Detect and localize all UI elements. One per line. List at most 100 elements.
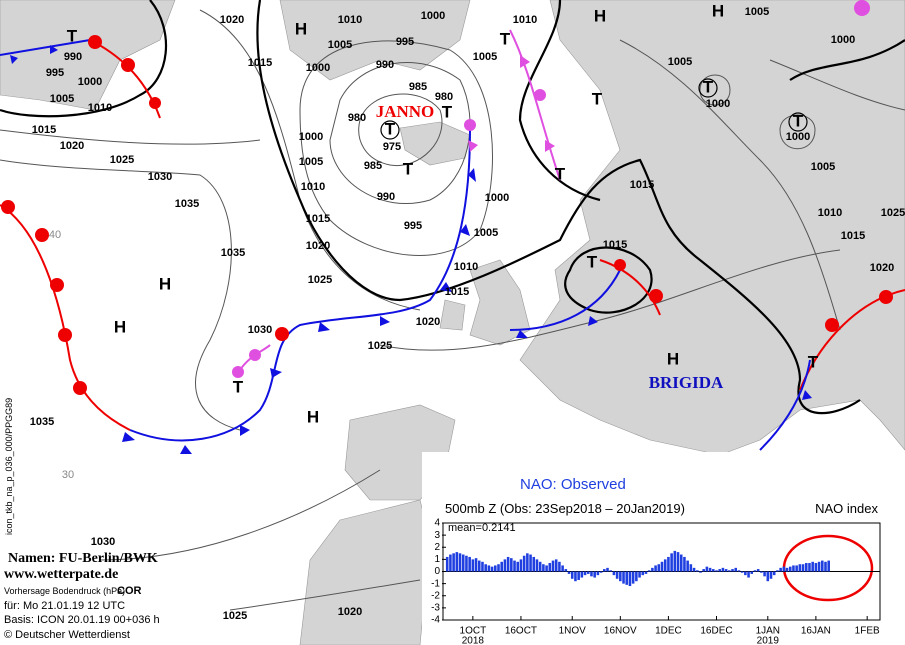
bar (503, 559, 507, 572)
isobar-label: 1035 (175, 198, 199, 210)
y-axis-label: NAO index (815, 501, 878, 516)
bar (574, 571, 577, 582)
bar (494, 565, 497, 572)
bar (461, 554, 465, 572)
bar (779, 567, 782, 572)
bar (545, 565, 548, 572)
low-pressure: T (592, 89, 603, 108)
copyright: © Deutscher Wetterdienst (4, 629, 130, 641)
isobar-label: 1010 (513, 14, 537, 26)
bar (458, 553, 462, 572)
bar (702, 569, 705, 572)
bar (811, 561, 814, 572)
bar (692, 567, 696, 572)
bar (506, 556, 510, 572)
x-tick-label: 1DEC (655, 626, 682, 637)
bar (827, 560, 830, 572)
high-pressure: H (114, 317, 126, 336)
isobar-label: 995 (46, 67, 64, 79)
x-year-label: 2019 (757, 636, 780, 645)
isobar-label: 1030 (91, 536, 115, 548)
bar (551, 560, 555, 572)
bar (615, 571, 619, 579)
x-tick-label: 16DEC (700, 626, 732, 637)
bar (737, 570, 741, 572)
y-tick-label: 4 (434, 518, 440, 529)
bar (522, 555, 526, 572)
bar (715, 570, 718, 572)
bar (635, 571, 638, 582)
bar (567, 571, 571, 574)
y-tick-label: -2 (431, 590, 440, 601)
isobar-label: 1035 (221, 247, 245, 259)
bar (487, 565, 491, 572)
bar (699, 571, 702, 573)
bar (580, 571, 584, 578)
bar (795, 565, 798, 572)
low-pressure: T (808, 352, 819, 371)
isobar-label: 1000 (831, 34, 855, 46)
isobar-label: 1010 (454, 261, 478, 273)
y-tick-label: 1 (434, 554, 440, 565)
bar (519, 559, 523, 572)
bar (622, 571, 625, 584)
bar (695, 570, 699, 572)
isobar-label: 1015 (248, 57, 272, 69)
isobar-label: 1025 (223, 610, 247, 622)
flag: COR (117, 585, 142, 597)
isobar-label: 1005 (745, 6, 769, 18)
low-pressure: T (442, 102, 453, 121)
isobar-label: 985 (364, 160, 382, 172)
isobar-label: 1030 (248, 324, 272, 336)
bar (766, 571, 770, 582)
isobar-label: 1000 (299, 131, 323, 143)
low-pressure: T (555, 164, 566, 183)
isobar-label: 1000 (786, 131, 810, 143)
bar (570, 571, 574, 579)
x-tick-label: 1JAN (756, 626, 780, 637)
isobar-label: 1015 (445, 286, 469, 298)
bar (740, 571, 744, 573)
bar (776, 570, 779, 572)
bar (753, 570, 757, 572)
bar (481, 561, 484, 572)
bar (657, 564, 661, 572)
bar (638, 571, 641, 578)
bar (603, 569, 606, 572)
bar (676, 552, 680, 572)
x-tick-label: 16JAN (801, 626, 831, 637)
bar (654, 565, 657, 572)
bar (747, 571, 750, 578)
bar (497, 564, 500, 572)
isobar-label: 1025 (881, 207, 905, 219)
isobar-label: 1025 (308, 274, 332, 286)
bar (526, 553, 529, 572)
bar (583, 571, 587, 576)
inset-panel (422, 452, 905, 645)
chart-subtitle: 500mb Z (Obs: 23Sep2018 – 20Jan2019) (445, 501, 685, 516)
base-time: Basis: ICON 20.01.19 00+036 h (4, 614, 160, 626)
product: Vorhersage Bodendruck (hPa) (4, 586, 125, 596)
low-pressure: T (587, 252, 598, 271)
x-tick-label: 16OCT (505, 626, 537, 637)
y-tick-label: 3 (434, 530, 440, 541)
isobar-label: 1000 (706, 98, 730, 110)
site: www.wetterpate.de (4, 567, 118, 582)
bar (667, 556, 670, 572)
y-tick-label: 2 (434, 542, 440, 553)
bar (718, 569, 721, 572)
bar (821, 560, 824, 572)
bar (763, 571, 766, 577)
isobar-label: 985 (409, 81, 427, 93)
y-tick-label: -3 (431, 603, 440, 614)
isobar-label: 1005 (811, 161, 835, 173)
bar (744, 571, 747, 576)
high-pressure: H (712, 1, 724, 20)
side-label: icon_tkb_na_p_036_000/PPGG89 (4, 398, 14, 535)
bar (628, 571, 632, 587)
bar (471, 559, 475, 572)
bar (529, 554, 532, 572)
bar (804, 563, 808, 572)
bar (590, 571, 593, 577)
